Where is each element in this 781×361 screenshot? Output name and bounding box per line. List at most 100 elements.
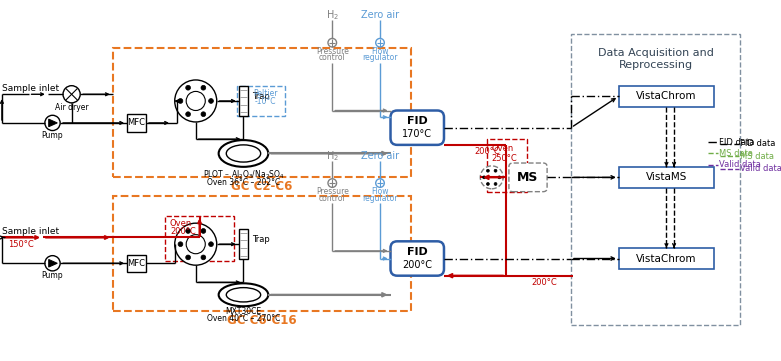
- Text: MXT30CE: MXT30CE: [226, 306, 262, 316]
- Polygon shape: [48, 260, 57, 267]
- Circle shape: [201, 229, 205, 233]
- Circle shape: [376, 38, 384, 47]
- FancyBboxPatch shape: [571, 34, 740, 325]
- Text: 250°C: 250°C: [492, 154, 518, 163]
- Text: Reprocessing: Reprocessing: [619, 60, 693, 70]
- Circle shape: [480, 166, 503, 189]
- Text: MS data: MS data: [719, 149, 753, 158]
- Circle shape: [178, 99, 183, 103]
- Text: VistaChrom: VistaChrom: [637, 91, 697, 101]
- FancyBboxPatch shape: [509, 163, 547, 192]
- Circle shape: [328, 38, 337, 47]
- Circle shape: [186, 85, 191, 90]
- Text: Pressure: Pressure: [316, 47, 348, 56]
- Text: 200°C: 200°C: [170, 227, 196, 236]
- Circle shape: [45, 115, 60, 131]
- FancyBboxPatch shape: [239, 86, 248, 116]
- Circle shape: [201, 112, 205, 117]
- FancyBboxPatch shape: [619, 86, 714, 107]
- Circle shape: [209, 99, 213, 103]
- Text: Valid data: Valid data: [719, 160, 761, 169]
- Text: regulator: regulator: [362, 53, 398, 62]
- Circle shape: [209, 242, 213, 247]
- Circle shape: [45, 256, 60, 271]
- Circle shape: [483, 176, 486, 179]
- Text: Peltier: Peltier: [253, 89, 278, 98]
- Circle shape: [175, 80, 217, 122]
- Text: Sample inlet: Sample inlet: [2, 84, 59, 93]
- Text: FID: FID: [407, 247, 428, 257]
- Text: VistaChrom: VistaChrom: [637, 253, 697, 264]
- Circle shape: [376, 179, 384, 187]
- Text: H$_2$: H$_2$: [326, 8, 339, 22]
- Text: Pressure: Pressure: [316, 187, 348, 196]
- Text: Oven 40°C – 270°C: Oven 40°C – 270°C: [207, 314, 280, 323]
- Circle shape: [494, 169, 497, 172]
- Circle shape: [175, 223, 217, 265]
- Text: Flow: Flow: [371, 47, 389, 56]
- Circle shape: [487, 183, 490, 186]
- FancyBboxPatch shape: [619, 167, 714, 188]
- Text: Sample inlet: Sample inlet: [2, 227, 59, 236]
- Text: 150°C: 150°C: [8, 240, 34, 249]
- Circle shape: [186, 112, 191, 117]
- Text: Oven 36°C – 202°C: Oven 36°C – 202°C: [207, 178, 280, 187]
- Circle shape: [201, 255, 205, 260]
- Text: Oven: Oven: [492, 144, 514, 153]
- Text: MS: MS: [517, 171, 539, 184]
- Text: Trap: Trap: [251, 92, 269, 101]
- Text: Zero air: Zero air: [361, 151, 399, 161]
- FancyBboxPatch shape: [619, 248, 714, 269]
- Text: 200°C: 200°C: [402, 260, 432, 270]
- Text: Oven: Oven: [170, 219, 192, 228]
- Text: control: control: [319, 194, 346, 203]
- Text: GC C6-C16: GC C6-C16: [226, 314, 297, 327]
- Text: Zero air: Zero air: [361, 10, 399, 20]
- Text: MFC: MFC: [127, 118, 145, 127]
- Text: FID: FID: [407, 116, 428, 126]
- FancyBboxPatch shape: [239, 229, 248, 260]
- Circle shape: [201, 85, 205, 90]
- Text: -10°C: -10°C: [255, 97, 276, 106]
- Circle shape: [186, 91, 205, 110]
- Text: Pump: Pump: [41, 131, 63, 140]
- Text: MS data: MS data: [740, 152, 774, 161]
- Text: GC C2-C6: GC C2-C6: [231, 180, 292, 193]
- Text: PLOT – Al$_2$O$_3$/Na$_2$SO$_4$: PLOT – Al$_2$O$_3$/Na$_2$SO$_4$: [202, 168, 284, 181]
- Text: Pump: Pump: [41, 271, 63, 280]
- FancyBboxPatch shape: [165, 216, 234, 261]
- Text: FID data: FID data: [719, 138, 754, 147]
- FancyBboxPatch shape: [127, 114, 146, 131]
- Circle shape: [186, 235, 205, 254]
- Circle shape: [186, 229, 191, 233]
- Circle shape: [186, 255, 191, 260]
- Text: Data Acquisition and: Data Acquisition and: [597, 48, 713, 58]
- Text: H$_2$: H$_2$: [326, 149, 339, 163]
- Circle shape: [178, 242, 183, 247]
- Circle shape: [328, 179, 337, 187]
- Circle shape: [63, 86, 80, 103]
- Circle shape: [494, 183, 497, 186]
- Ellipse shape: [226, 145, 261, 162]
- Text: 200°C: 200°C: [474, 147, 500, 156]
- FancyBboxPatch shape: [390, 241, 444, 276]
- Circle shape: [498, 176, 501, 179]
- Text: MFC: MFC: [127, 259, 145, 268]
- Text: VistaMS: VistaMS: [646, 172, 687, 182]
- Text: 200°C: 200°C: [531, 278, 557, 287]
- FancyBboxPatch shape: [487, 139, 527, 192]
- Ellipse shape: [219, 283, 269, 306]
- Polygon shape: [48, 119, 57, 127]
- Text: control: control: [319, 53, 346, 62]
- FancyBboxPatch shape: [237, 86, 284, 116]
- Ellipse shape: [226, 288, 261, 302]
- FancyBboxPatch shape: [112, 196, 411, 311]
- Text: 170°C: 170°C: [402, 129, 432, 139]
- Text: Valid data: Valid data: [740, 164, 781, 173]
- Text: regulator: regulator: [362, 194, 398, 203]
- FancyBboxPatch shape: [390, 110, 444, 145]
- Ellipse shape: [219, 140, 269, 167]
- Text: Trap: Trap: [251, 235, 269, 244]
- FancyBboxPatch shape: [127, 255, 146, 272]
- Text: Flow: Flow: [371, 187, 389, 196]
